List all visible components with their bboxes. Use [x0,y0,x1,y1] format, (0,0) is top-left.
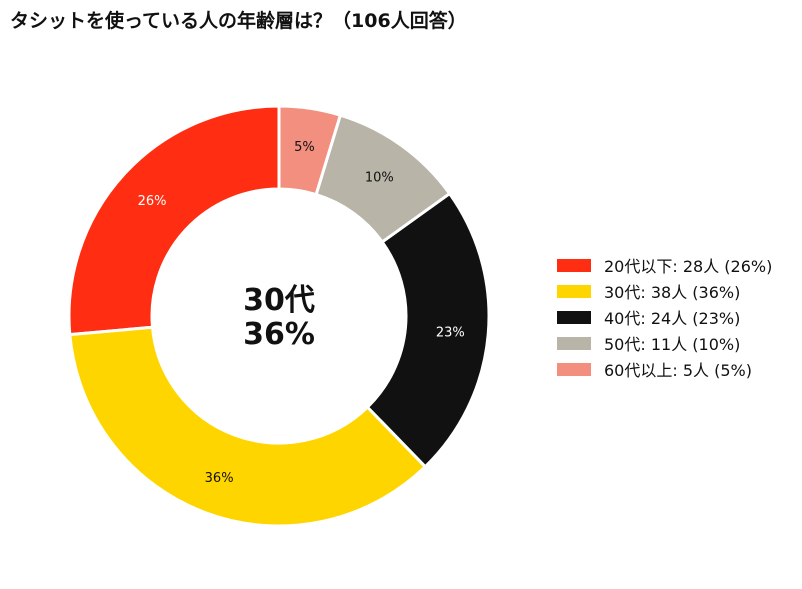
legend-item-50s: 50代: 11人 (10%) [557,330,772,356]
center-label-category: 30代 [243,283,315,318]
legend: 20代以下: 28人 (26%) 30代: 38人 (36%) 40代: 24人… [557,252,772,382]
legend-item-20s-and-under: 20代以下: 28人 (26%) [557,252,772,278]
slice-label-50s: 10% [365,170,394,185]
chart-title: タシットを使っている人の年齢層は？（106人回答） [10,10,467,32]
legend-item-40s: 40代: 24人 (23%) [557,304,772,330]
legend-swatch [557,336,591,350]
legend-item-60s-and-over: 60代以上: 5人 (5%) [557,356,772,382]
slice-20s-and-under [67,104,281,337]
donut-slices [67,104,491,528]
legend-label: 40代: 24人 (23%) [604,309,741,328]
slice-label-30s: 36% [205,471,234,486]
slice-30s [68,325,427,528]
legend-item-30s: 30代: 38人 (36%) [557,278,772,304]
center-label-percent: 36% [243,317,315,352]
legend-label: 50代: 11人 (10%) [604,335,741,354]
slice-label-60s-and-over: 5% [294,140,315,155]
slice-labels: 26% 36% 23% 10% 5% [138,140,465,486]
legend-swatch [557,362,591,376]
legend-label: 60代以上: 5人 (5%) [604,361,752,380]
legend-swatch [557,258,591,272]
slice-label-40s: 23% [436,325,465,340]
slice-label-20s-and-under: 26% [138,194,167,209]
slice-60s-and-over [277,104,342,197]
legend-swatch [557,284,591,298]
slice-40s [365,192,491,469]
legend-label: 30代: 38人 (36%) [604,283,741,302]
legend-swatch [557,310,591,324]
legend-label: 20代以下: 28人 (26%) [604,257,773,276]
